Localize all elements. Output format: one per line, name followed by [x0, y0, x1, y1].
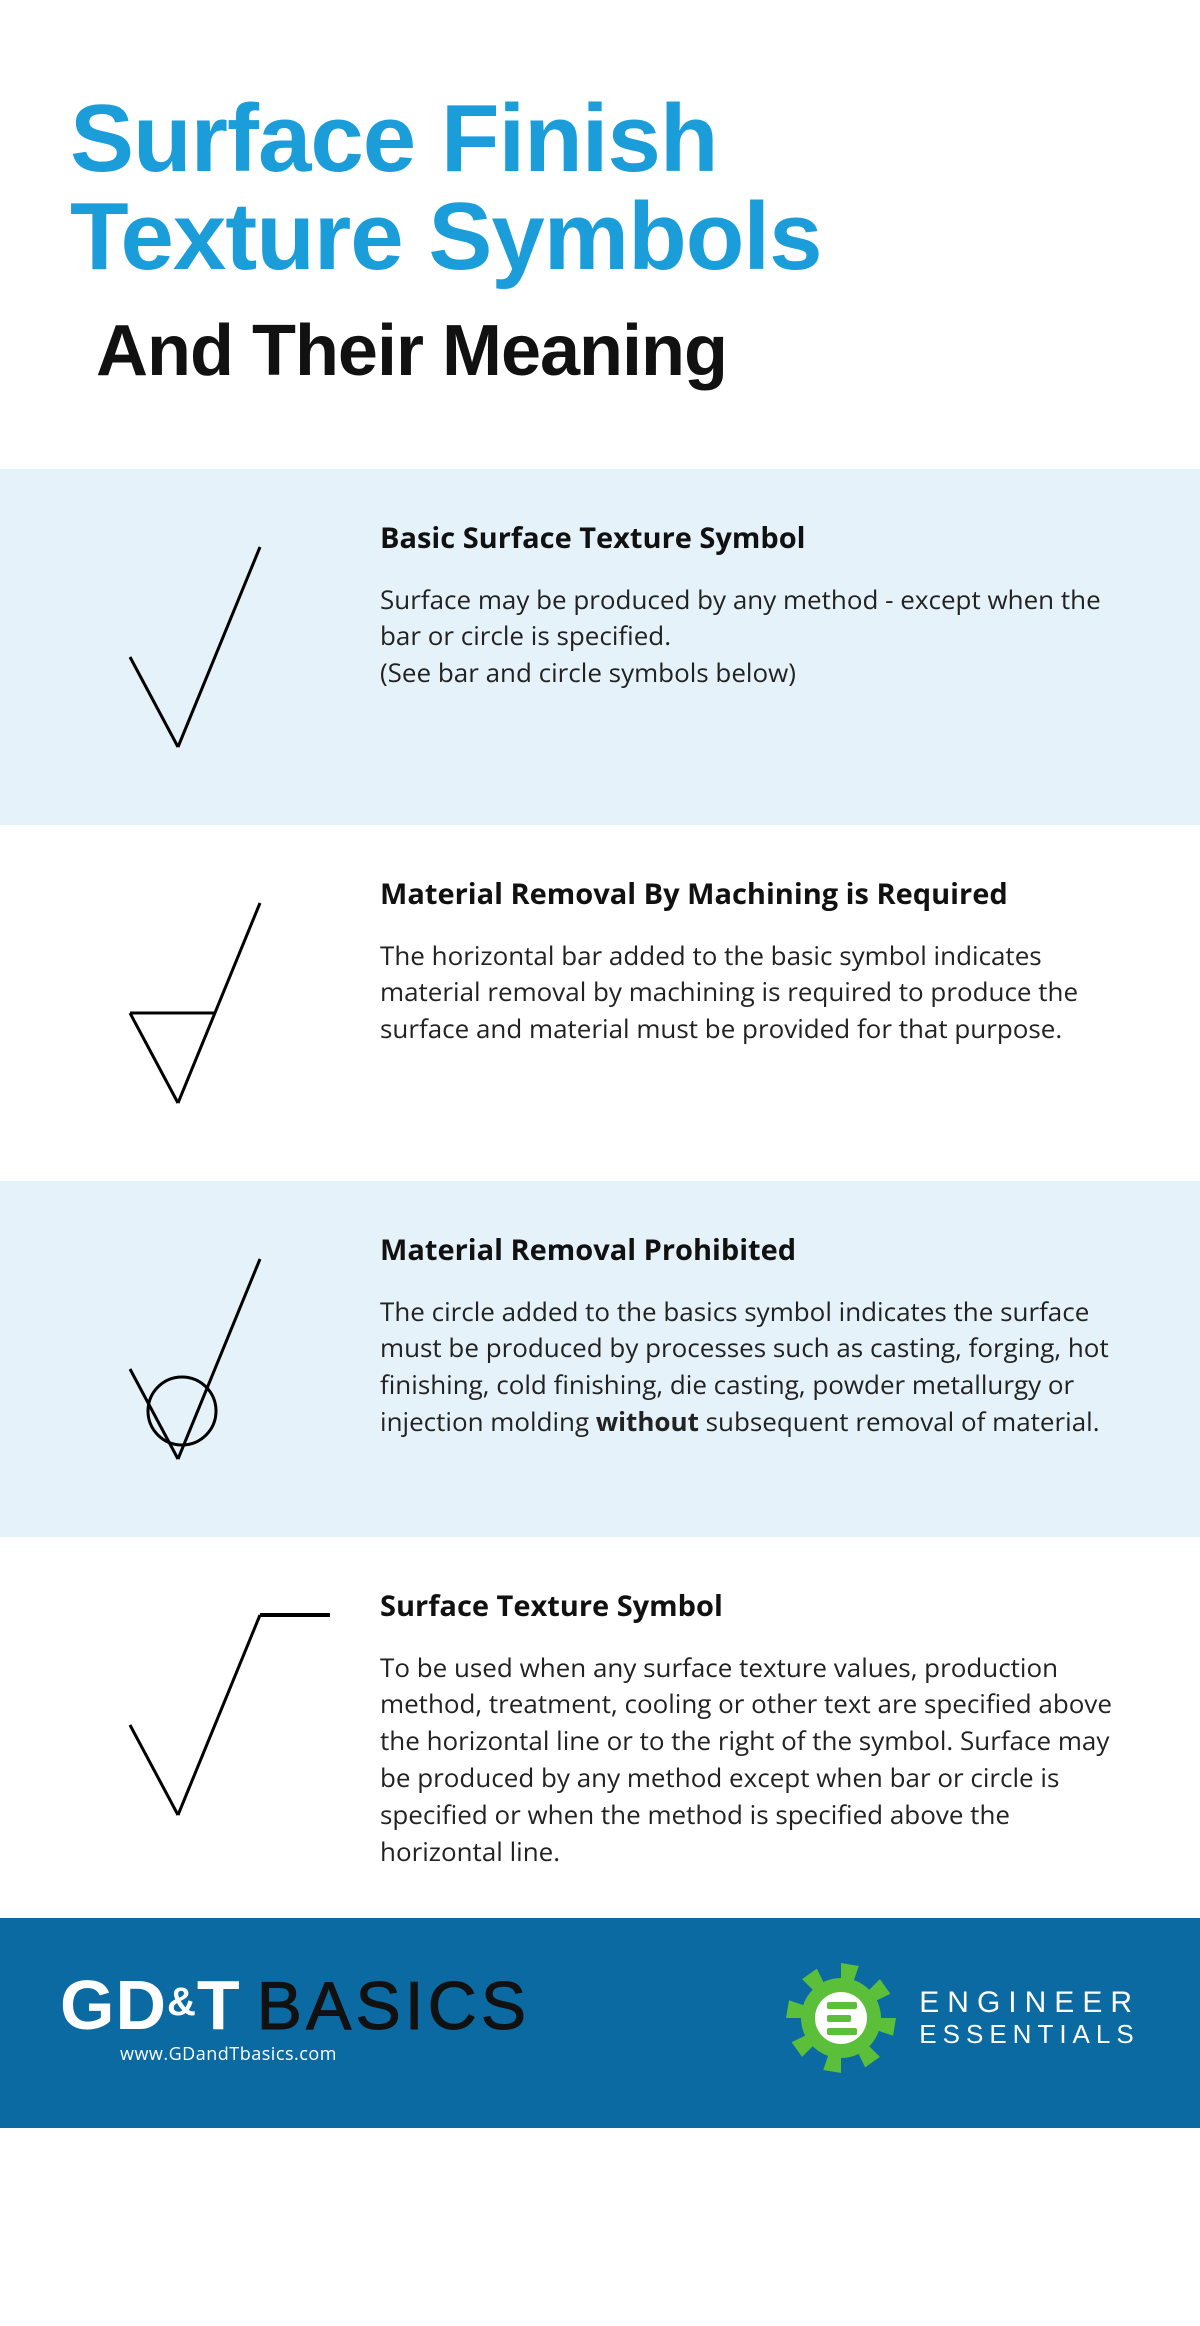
gdt-url: www.GDandTbasics.com [60, 2042, 337, 2066]
symbol-surface-texture-heading: Surface Texture Symbol [380, 1585, 1130, 1626]
logo-gdt-basics: GD&T BASICS www.GDandTbasics.com [60, 1970, 530, 2066]
symbol-removal-prohibited-icon [60, 1229, 340, 1489]
symbol-basic-text: Basic Surface Texture Symbol Surface may … [380, 517, 1130, 691]
header: Surface Finish Texture Symbols And Their… [0, 0, 1200, 429]
ee-line-1: ENGINEER [919, 1986, 1140, 2021]
symbol-basic-icon [60, 517, 340, 777]
gdt-gd: GD [60, 1970, 167, 2040]
symbol-row-machining-required: Material Removal By Machining is Require… [0, 825, 1200, 1181]
gdt-amp: & [167, 1982, 197, 2022]
page: Surface Finish Texture Symbols And Their… [0, 0, 1200, 2128]
symbol-surface-texture-text: Surface Texture Symbol To be used when an… [380, 1585, 1130, 1870]
symbol-machining-required-heading: Material Removal By Machining is Require… [380, 873, 1130, 914]
symbol-basic-body: Surface may be produced by any method - … [380, 581, 1130, 692]
symbol-removal-prohibited-heading: Material Removal Prohibited [380, 1229, 1130, 1270]
footer: GD&T BASICS www.GDandTbasics.com ENGINEE… [0, 1918, 1200, 2128]
title: Surface Finish Texture Symbols [70, 90, 1130, 286]
symbol-row-surface-texture: Surface Texture Symbol To be used when an… [0, 1537, 1200, 1918]
symbol-machining-required-text: Material Removal By Machining is Require… [380, 873, 1130, 1047]
symbol-surface-texture-body: To be used when any surface texture valu… [380, 1649, 1130, 1870]
symbol-basic-heading: Basic Surface Texture Symbol [380, 517, 1130, 558]
symbol-rows: Basic Surface Texture Symbol Surface may … [0, 469, 1200, 1918]
ee-line-2: ESSENTIALS [919, 2020, 1140, 2050]
gdt-basics-word: BASICS [257, 1972, 530, 2040]
gear-icon [781, 1958, 901, 2078]
symbol-removal-prohibited-text: Material Removal Prohibited The circle ad… [380, 1229, 1130, 1440]
symbol-row-removal-prohibited: Material Removal Prohibited The circle ad… [0, 1181, 1200, 1537]
gdt-t: T [197, 1970, 241, 2040]
symbol-machining-required-body: The horizontal bar added to the basic sy… [380, 937, 1130, 1048]
logo-engineer-essentials: ENGINEER ESSENTIALS [781, 1958, 1140, 2078]
gdt-wordmark: GD&T BASICS [60, 1970, 530, 2040]
symbol-removal-prohibited-body: The circle added to the basics symbol in… [380, 1293, 1130, 1441]
subtitle: And Their Meaning [70, 314, 1130, 390]
symbol-row-basic: Basic Surface Texture Symbol Surface may … [0, 469, 1200, 825]
symbol-surface-texture-icon [60, 1585, 340, 1845]
ee-text: ENGINEER ESSENTIALS [919, 1986, 1140, 2050]
symbol-machining-required-icon [60, 873, 340, 1133]
title-line-1: Surface Finish [70, 90, 1130, 188]
title-line-2: Texture Symbols [70, 188, 1130, 286]
